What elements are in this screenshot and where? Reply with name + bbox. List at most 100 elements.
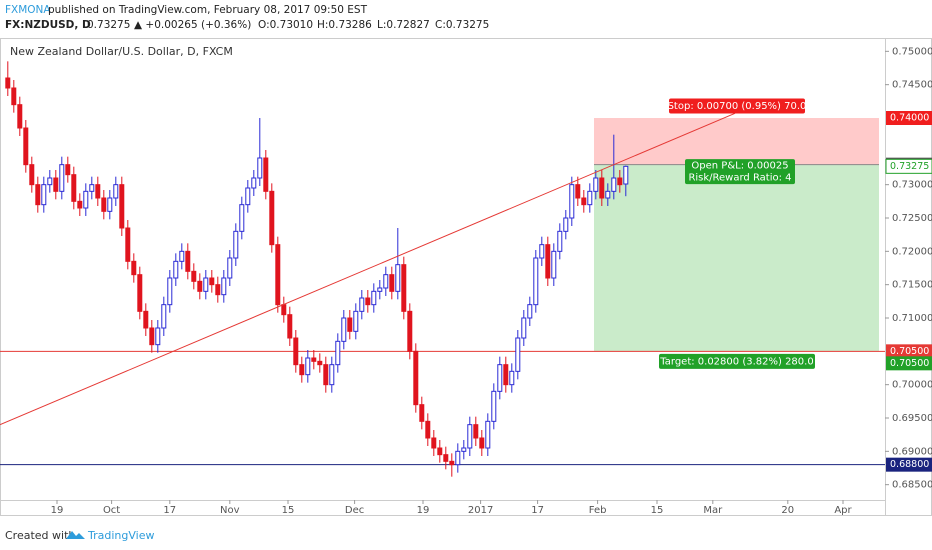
footer-created: Created with — [5, 529, 75, 542]
candle-body — [317, 360, 323, 366]
candle-body — [179, 250, 185, 262]
candle-body — [407, 310, 413, 352]
y-tick-label: 0.73000 — [892, 180, 932, 191]
candle-body — [215, 284, 221, 296]
candle-body — [551, 250, 557, 279]
x-tick-label: 15 — [651, 505, 664, 516]
candle-body — [197, 280, 203, 292]
x-tick-label: 20 — [781, 505, 794, 516]
ohlc-high: H:0.73286 — [317, 19, 372, 31]
candle-body — [497, 364, 503, 392]
candle-body — [485, 420, 491, 449]
price-label: 0.74000 — [890, 113, 929, 124]
candle-body — [245, 187, 251, 206]
y-tick-label: 0.68500 — [892, 480, 932, 491]
candle-body — [23, 127, 29, 166]
candle-body — [41, 184, 47, 206]
plot: Stop: 0.00700 (0.95%) 70.0 Open P&L: 0.00… — [0, 46, 932, 516]
author[interactable]: FXMONA — [5, 4, 51, 16]
candle-body — [563, 217, 569, 232]
y-tick-label: 0.75000 — [892, 46, 932, 57]
candle-body — [323, 364, 329, 386]
candle-body — [473, 424, 479, 439]
candle-body — [125, 227, 131, 262]
candle-body — [17, 104, 23, 129]
candle-body — [461, 447, 467, 452]
candle-body — [557, 230, 563, 252]
candle-body — [221, 277, 227, 296]
candle-body — [395, 264, 401, 292]
candle-body — [257, 157, 263, 179]
price-label-bg — [886, 111, 932, 125]
candle-body — [545, 244, 551, 279]
candle-body — [419, 404, 425, 422]
x-tick-label: 15 — [282, 505, 295, 516]
candle-body — [527, 304, 533, 319]
candle-body — [605, 190, 611, 199]
candle-body — [47, 177, 53, 186]
candle-body — [593, 177, 599, 192]
target-zone — [594, 164, 879, 352]
ohlc-low: L:0.72827 — [377, 19, 430, 31]
change: ▲ +0.00265 (+0.36%) — [134, 19, 251, 31]
candle-body — [35, 184, 41, 206]
candle-body — [329, 364, 335, 386]
y-tick-label: 0.72500 — [892, 213, 932, 224]
x-tick-label: Mar — [703, 505, 723, 516]
candle-body — [509, 370, 515, 386]
x-tick-label: Oct — [103, 505, 120, 516]
candle-body — [377, 287, 383, 292]
price-label: 0.68800 — [890, 459, 929, 470]
candle-body — [95, 184, 101, 199]
candle-body — [263, 157, 269, 192]
candle-body — [305, 357, 311, 376]
candle-body — [455, 450, 461, 466]
candle-body — [269, 190, 275, 246]
stop-label: Stop: 0.00700 (0.95%) 70.0 — [668, 101, 807, 112]
candle-body — [383, 274, 389, 289]
price-label-bg — [886, 356, 932, 371]
trend-line — [0, 112, 736, 426]
published: published on TradingView.com, February 0… — [48, 4, 368, 16]
x-tick-label: 17 — [531, 505, 544, 516]
candle-body — [209, 277, 215, 286]
candle-body — [83, 190, 89, 209]
y-tick-label: 0.69500 — [892, 413, 932, 424]
pnl-label: Open P&L: 0.00025 — [691, 161, 788, 172]
candle-body — [143, 310, 149, 329]
candle-body — [431, 437, 437, 449]
candle-body — [479, 437, 485, 449]
stop-zone — [594, 118, 879, 165]
candle-body — [203, 277, 209, 292]
candle-body — [275, 244, 281, 306]
candle-body — [623, 165, 629, 185]
candle-body — [335, 340, 341, 366]
ohlc-close: C:0.73275 — [435, 19, 489, 31]
pnl-label: Risk/Reward Ratio: 4 — [688, 173, 791, 184]
pnl-label-bg — [685, 159, 795, 185]
candle-body — [149, 327, 155, 346]
x-tick-label: 17 — [163, 505, 176, 516]
candle-body — [371, 290, 377, 306]
target-label: Target: 0.02800 (3.82%) 280.0 — [659, 356, 813, 367]
candle-body — [617, 177, 623, 186]
x-tick-label: Apr — [834, 505, 852, 516]
y-tick-label: 0.74500 — [892, 80, 932, 91]
candle-body — [131, 260, 137, 276]
last: 0.73275 — [87, 19, 130, 31]
candle-body — [401, 264, 407, 312]
footer-brand[interactable]: TradingView — [87, 529, 154, 542]
target-label-bg — [659, 353, 815, 369]
candle-body — [437, 447, 443, 456]
candle-body — [185, 250, 191, 272]
candle-body — [443, 454, 449, 462]
chart-title: New Zealand Dollar/U.S. Dollar, D, FXCM — [10, 45, 233, 58]
candle-body — [599, 177, 605, 199]
candle-body — [53, 177, 59, 192]
price-label-bg — [885, 158, 932, 174]
candle-body — [611, 177, 617, 192]
candle-body — [251, 177, 257, 189]
x-tick-label: Nov — [220, 505, 240, 516]
